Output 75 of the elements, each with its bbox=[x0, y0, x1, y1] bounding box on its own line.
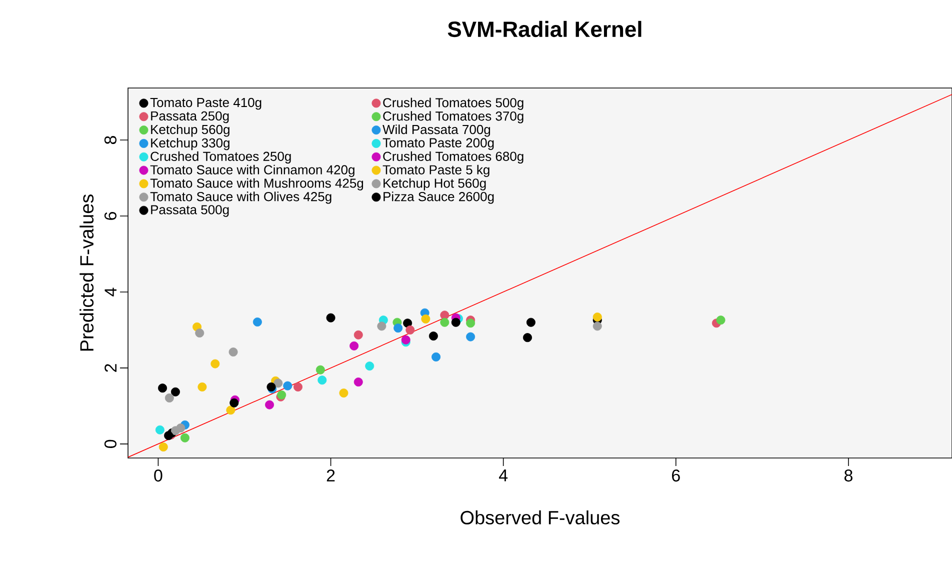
point bbox=[451, 318, 460, 327]
x-tick-label: 2 bbox=[326, 470, 335, 482]
y-tick-label: 2 bbox=[104, 364, 116, 372]
legend-label: Passata 500g bbox=[151, 205, 229, 217]
y-tick-label: 0 bbox=[104, 440, 116, 448]
legend-label: Wild Passata 700g bbox=[382, 124, 490, 137]
point bbox=[180, 433, 190, 442]
point bbox=[155, 425, 164, 434]
point bbox=[164, 393, 174, 402]
point bbox=[466, 332, 476, 342]
point bbox=[283, 381, 292, 390]
legend-label: Tomato Paste 5 kg bbox=[382, 164, 490, 177]
legend-label: Ketchup Hot 560g bbox=[384, 178, 486, 190]
point bbox=[403, 318, 412, 328]
point bbox=[339, 388, 348, 398]
legend-label: Crushed Tomatoes 500g bbox=[383, 98, 524, 110]
point bbox=[592, 312, 602, 322]
point bbox=[716, 316, 726, 325]
legend-label: Crushed Tomatoes 250g bbox=[150, 151, 291, 164]
point bbox=[230, 398, 239, 408]
point bbox=[164, 431, 174, 440]
point bbox=[526, 318, 536, 327]
y-tick-label: 8 bbox=[104, 136, 116, 144]
point bbox=[394, 324, 403, 333]
legend-label: Crushed Tomatoes 680g bbox=[383, 151, 524, 164]
legend-label: Tomato Paste 200g bbox=[382, 138, 494, 150]
point bbox=[592, 322, 602, 331]
point bbox=[293, 382, 302, 392]
point bbox=[401, 335, 410, 344]
point bbox=[274, 378, 283, 388]
point bbox=[226, 406, 236, 415]
point bbox=[318, 376, 327, 385]
x-tick-label: 6 bbox=[672, 470, 680, 482]
point bbox=[365, 362, 374, 371]
point bbox=[158, 442, 168, 452]
point bbox=[377, 322, 386, 331]
point bbox=[326, 313, 336, 322]
x-tick-label: 8 bbox=[844, 470, 852, 482]
point bbox=[440, 310, 450, 320]
point bbox=[354, 330, 363, 340]
point bbox=[354, 378, 363, 387]
point bbox=[265, 400, 274, 410]
point bbox=[170, 387, 180, 396]
point bbox=[432, 352, 441, 362]
point bbox=[350, 341, 359, 350]
legend-label: Tomato Sauce with Olives 425g bbox=[150, 192, 332, 204]
x-tick-label: 4 bbox=[499, 470, 508, 482]
legend-label: Crushed Tomatoes 370g bbox=[383, 111, 524, 124]
point bbox=[522, 333, 532, 342]
point bbox=[158, 384, 168, 393]
x-axis-title: Observed F-values bbox=[460, 510, 620, 524]
legend-label: Passata 250g bbox=[151, 111, 229, 124]
legend-label: Ketchup 560g bbox=[151, 124, 230, 137]
point bbox=[316, 365, 325, 374]
point bbox=[466, 318, 476, 328]
point bbox=[170, 426, 180, 436]
legend-label: Tomato Sauce with Cinnamon 420g bbox=[150, 164, 354, 177]
chart-title: SVM-Radial Kernel bbox=[448, 20, 642, 38]
point bbox=[252, 317, 262, 326]
legend-label: Tomato Paste 410g bbox=[150, 98, 262, 110]
y-tick-label: 4 bbox=[104, 288, 116, 296]
point bbox=[228, 348, 238, 356]
y-axis-title: Predicted F-values bbox=[80, 194, 94, 351]
point bbox=[210, 359, 220, 368]
y-tick-label: 6 bbox=[104, 212, 116, 220]
point bbox=[406, 325, 415, 334]
point bbox=[440, 318, 450, 327]
point bbox=[195, 328, 204, 338]
legend-label: Pizza Sauce 2600g bbox=[384, 192, 494, 204]
point bbox=[428, 332, 438, 341]
legend-label: Tomato Sauce with Mushrooms 425g bbox=[150, 178, 364, 190]
legend-label: Ketchup 330g bbox=[151, 138, 230, 150]
point bbox=[421, 314, 430, 324]
point bbox=[198, 382, 207, 392]
x-tick-label: 0 bbox=[154, 470, 162, 482]
